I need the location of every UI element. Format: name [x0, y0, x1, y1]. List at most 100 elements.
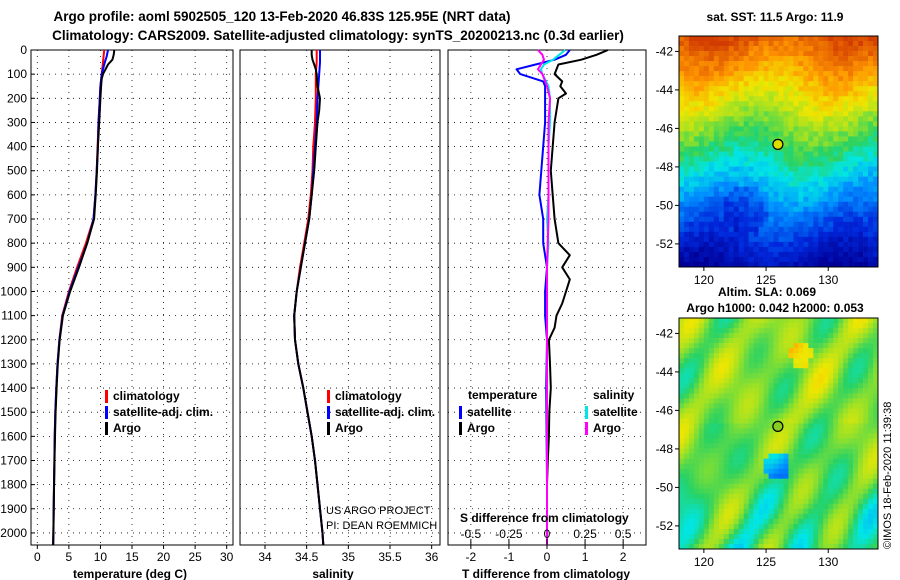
- map-cell: [718, 448, 725, 454]
- map-cell: [868, 388, 874, 394]
- map-cell: [718, 388, 725, 394]
- map-cell: [748, 61, 754, 67]
- map-cell: [808, 333, 814, 339]
- map-cell: [698, 101, 705, 107]
- map-cell: [863, 161, 869, 167]
- map-cell: [818, 76, 824, 82]
- map-cell: [813, 508, 819, 515]
- map-cell: [773, 448, 779, 454]
- map-cell: [813, 196, 819, 203]
- map-cell: [758, 236, 764, 243]
- map-cell: [718, 473, 725, 479]
- map-cell: [868, 111, 874, 117]
- map-cell: [763, 176, 769, 182]
- map-cell: [703, 518, 710, 525]
- map-cell: [843, 453, 849, 459]
- map-cell: [863, 388, 869, 394]
- map-cell: [768, 463, 774, 469]
- map-cell: [848, 428, 854, 434]
- map-cell: [778, 393, 784, 399]
- map-cell: [793, 211, 799, 218]
- map-cell: [778, 261, 784, 268]
- map-cell: [808, 91, 814, 97]
- map-cell: [823, 206, 829, 213]
- map-cell: [828, 36, 834, 42]
- map-cell: [723, 433, 730, 439]
- map-cell: [733, 251, 739, 258]
- map-cell: [858, 146, 864, 152]
- map-cell: [863, 508, 869, 515]
- map-cell: [763, 111, 769, 117]
- map-cell: [838, 468, 844, 474]
- map-cell: [733, 76, 739, 82]
- map-cell: [773, 458, 779, 464]
- map-cell: [743, 328, 749, 334]
- map-cell: [748, 71, 754, 77]
- map-cell: [708, 191, 715, 197]
- map-cell: [733, 493, 739, 500]
- map-cell: [708, 211, 715, 218]
- map-cell: [683, 433, 690, 439]
- map-cell: [838, 388, 844, 394]
- map-cell: [863, 51, 869, 57]
- map-cell: [833, 61, 839, 67]
- map-cell: [688, 333, 695, 339]
- map-cell: [858, 368, 864, 374]
- map-cell: [838, 101, 844, 107]
- map-cell: [718, 191, 725, 197]
- map-cell: [753, 96, 759, 102]
- map-cell: [793, 458, 799, 464]
- map-cell: [778, 498, 784, 505]
- map-cell: [698, 493, 705, 500]
- map-cell: [733, 323, 739, 329]
- map-cell: [683, 181, 690, 187]
- map-cell: [738, 116, 744, 122]
- map-cell: [818, 538, 824, 545]
- map-cell: [788, 201, 794, 208]
- map-cell: [698, 443, 705, 449]
- map-cell: [823, 61, 829, 67]
- map-cell: [718, 51, 725, 57]
- map-cell: [838, 226, 844, 233]
- map-cell: [738, 418, 744, 424]
- map-cell: [873, 191, 879, 197]
- map-cell: [718, 36, 725, 42]
- map-cell: [768, 338, 774, 344]
- map-cell: [688, 473, 695, 479]
- map-cell: [793, 348, 799, 354]
- map-cell: [679, 338, 685, 344]
- map-cell: [743, 126, 749, 132]
- map-cell: [753, 453, 759, 459]
- map-cell: [679, 41, 685, 47]
- map-cell: [758, 126, 764, 132]
- map-cell: [803, 333, 809, 339]
- map-cell: [703, 378, 710, 384]
- map-cell: [743, 201, 749, 208]
- map-cell: [838, 373, 844, 379]
- map-cell: [863, 353, 869, 359]
- map-cell: [688, 131, 695, 137]
- map-cell: [723, 518, 730, 525]
- map-cell: [863, 181, 869, 187]
- map-cell: [798, 56, 804, 62]
- map-cell: [713, 323, 720, 329]
- map-cell: [873, 538, 879, 545]
- map-cell: [848, 398, 854, 404]
- map-cell: [793, 528, 799, 535]
- map-cell: [713, 196, 720, 203]
- map-cell: [808, 473, 814, 479]
- map-cell: [798, 408, 804, 414]
- map-cell: [778, 408, 784, 414]
- map-cell: [738, 343, 744, 349]
- map-cell: [728, 323, 735, 329]
- map-cell: [808, 378, 814, 384]
- map-cell: [813, 328, 819, 334]
- map-cell: [743, 318, 749, 324]
- map-cell: [679, 508, 685, 515]
- map-cell: [858, 408, 864, 414]
- map-cell: [763, 96, 769, 102]
- map-cell: [848, 251, 854, 258]
- map-cell: [818, 393, 824, 399]
- map-cell: [833, 191, 839, 197]
- map-cell: [738, 488, 744, 495]
